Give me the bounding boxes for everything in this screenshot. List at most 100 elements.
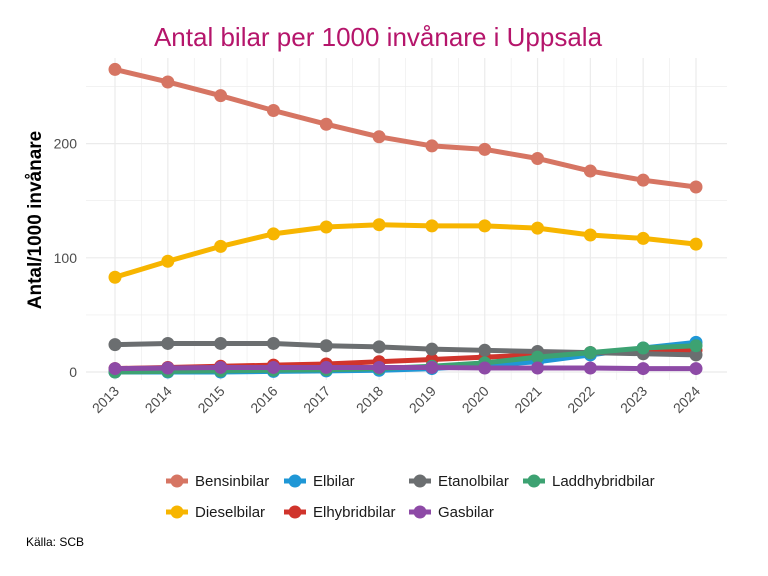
y-tick-label: 200 xyxy=(54,136,78,152)
data-point-bensinbilar xyxy=(319,117,333,131)
data-point-etanolbilar xyxy=(372,340,386,354)
legend-key-marker xyxy=(413,474,427,488)
x-tick-label: 2023 xyxy=(617,383,650,416)
data-point-dieselbilar xyxy=(478,219,492,233)
x-tick-label: 2024 xyxy=(670,383,703,416)
data-point-bensinbilar xyxy=(214,89,228,103)
legend-label: Elhybridbilar xyxy=(313,504,396,521)
series-line-gasbilar xyxy=(112,364,699,372)
series-line-bensinbilar xyxy=(112,66,699,190)
data-point-bensinbilar xyxy=(636,173,650,187)
chart-title: Antal bilar per 1000 invånare i Uppsala xyxy=(154,22,603,52)
data-point-gasbilar xyxy=(478,361,492,375)
legend-key-marker xyxy=(413,505,427,519)
x-tick-label: 2017 xyxy=(300,383,333,416)
legend-item-bensinbilar: Bensinbilar xyxy=(166,473,269,490)
data-point-gasbilar xyxy=(425,360,439,374)
data-point-dieselbilar xyxy=(689,237,703,251)
data-point-dieselbilar xyxy=(425,219,439,233)
legend-label: Laddhybridbilar xyxy=(552,473,655,490)
data-point-bensinbilar xyxy=(161,75,175,89)
data-point-bensinbilar xyxy=(372,130,386,144)
data-point-gasbilar xyxy=(161,361,175,375)
source-note: Källa: SCB xyxy=(26,535,84,549)
legend-item-dieselbilar: Dieselbilar xyxy=(166,504,265,521)
legend-key-marker xyxy=(170,505,184,519)
data-point-etanolbilar xyxy=(319,339,333,353)
data-point-laddhybridbilar xyxy=(636,341,650,355)
legend-item-elbilar: Elbilar xyxy=(284,473,355,490)
data-point-etanolbilar xyxy=(478,343,492,357)
data-point-dieselbilar xyxy=(531,221,545,235)
y-tick-label: 100 xyxy=(54,250,78,266)
data-point-bensinbilar xyxy=(108,62,122,76)
series-line-dieselbilar xyxy=(112,222,699,280)
x-tick-label: 2015 xyxy=(194,383,227,416)
data-point-bensinbilar xyxy=(583,164,597,178)
legend-item-laddhybridbilar: Laddhybridbilar xyxy=(523,473,655,490)
data-point-gasbilar xyxy=(583,361,597,375)
data-point-etanolbilar xyxy=(266,336,280,350)
grid-lines xyxy=(86,58,727,380)
legend-item-elhybridbilar: Elhybridbilar xyxy=(284,504,396,521)
legend-item-gasbilar: Gasbilar xyxy=(409,504,494,521)
series-bensinbilar xyxy=(108,62,703,194)
x-tick-label: 2016 xyxy=(247,383,280,416)
data-point-laddhybridbilar xyxy=(531,350,545,364)
x-tick-label: 2014 xyxy=(142,383,175,416)
data-point-dieselbilar xyxy=(583,228,597,242)
legend-label: Elbilar xyxy=(313,473,355,490)
legend-label: Bensinbilar xyxy=(195,473,269,490)
data-point-gasbilar xyxy=(689,362,703,376)
data-point-dieselbilar xyxy=(214,239,228,253)
data-point-gasbilar xyxy=(319,360,333,374)
y-axis-label: Antal/1000 invånare xyxy=(25,131,46,309)
data-point-gasbilar xyxy=(372,360,386,374)
data-point-gasbilar xyxy=(214,360,228,374)
x-tick-label: 2013 xyxy=(89,383,122,416)
x-tick-labels: 2013 2014 2015 2016 2017 2018 2019 2020 2021 2022… xyxy=(89,383,703,416)
x-tick-label: 2019 xyxy=(406,383,439,416)
data-point-laddhybridbilar xyxy=(583,346,597,360)
data-point-bensinbilar xyxy=(689,180,703,194)
y-tick-label: 0 xyxy=(69,364,77,380)
y-tick-labels: 0 100 200 xyxy=(54,136,78,380)
data-point-gasbilar xyxy=(266,360,280,374)
data-point-etanolbilar xyxy=(161,336,175,350)
series-dieselbilar xyxy=(108,218,703,284)
legend-label: Etanolbilar xyxy=(438,473,509,490)
data-point-etanolbilar xyxy=(425,342,439,356)
data-point-bensinbilar xyxy=(425,139,439,153)
legend-key-marker xyxy=(288,474,302,488)
data-point-gasbilar xyxy=(636,362,650,376)
data-point-laddhybridbilar xyxy=(689,339,703,353)
data-point-dieselbilar xyxy=(372,218,386,232)
data-point-bensinbilar xyxy=(266,104,280,118)
data-point-bensinbilar xyxy=(531,151,545,165)
legend-item-etanolbilar: Etanolbilar xyxy=(409,473,509,490)
data-point-dieselbilar xyxy=(108,270,122,284)
legend-label: Gasbilar xyxy=(438,504,494,521)
data-point-etanolbilar xyxy=(689,348,703,362)
x-tick-label: 2020 xyxy=(459,383,492,416)
x-tick-label: 2018 xyxy=(353,383,386,416)
legend-key-marker xyxy=(527,474,541,488)
legend-label: Dieselbilar xyxy=(195,504,265,521)
data-point-dieselbilar xyxy=(266,227,280,241)
data-point-gasbilar xyxy=(108,362,122,376)
series-gasbilar xyxy=(108,360,703,376)
data-point-dieselbilar xyxy=(161,254,175,268)
data-point-dieselbilar xyxy=(636,231,650,245)
data-point-gasbilar xyxy=(531,361,545,375)
data-point-dieselbilar xyxy=(319,220,333,234)
data-point-bensinbilar xyxy=(478,142,492,156)
legend: Bensinbilar Elbilar Etanolbilar Laddhybridb… xyxy=(166,473,655,521)
legend-key-marker xyxy=(170,474,184,488)
x-tick-label: 2021 xyxy=(511,383,544,416)
legend-key-marker xyxy=(288,505,302,519)
x-tick-label: 2022 xyxy=(564,383,597,416)
data-point-etanolbilar xyxy=(214,336,228,350)
data-point-etanolbilar xyxy=(108,338,122,352)
series-layer xyxy=(108,62,703,379)
